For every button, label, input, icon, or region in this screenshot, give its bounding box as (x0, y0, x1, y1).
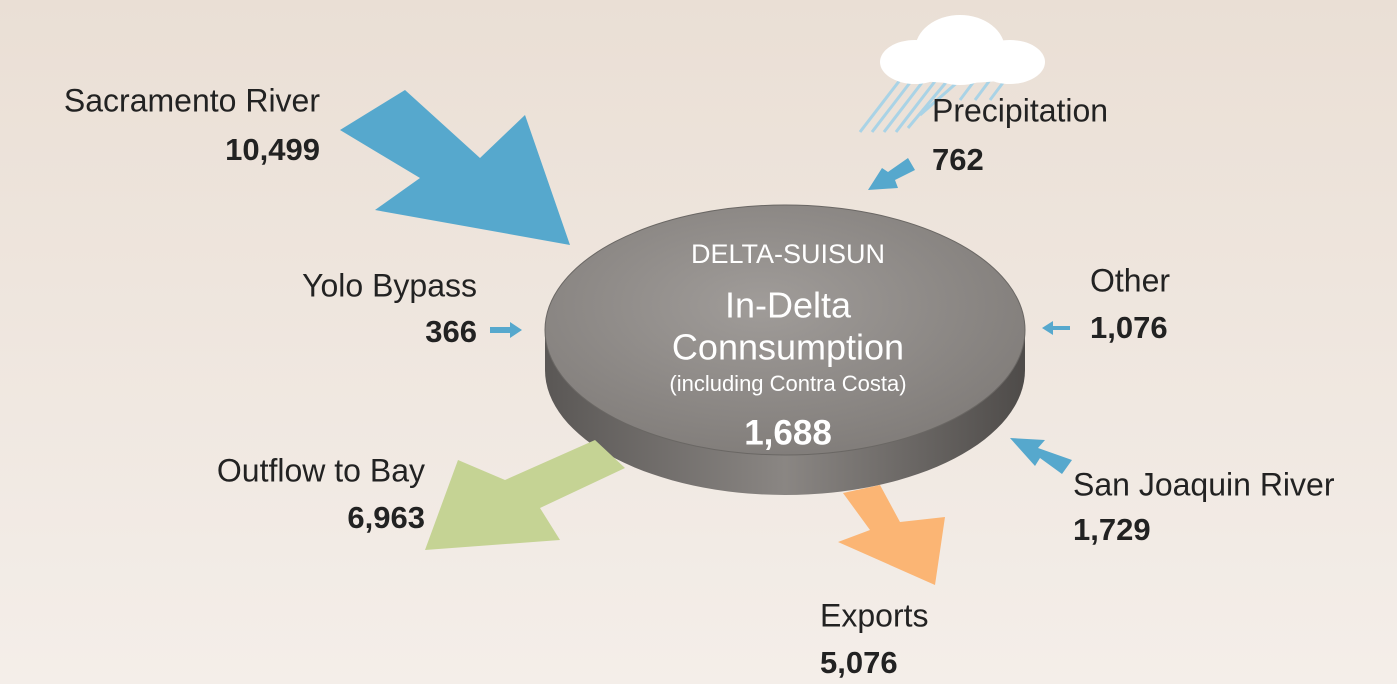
flow-value: 762 (932, 142, 984, 177)
flow-value: 1,076 (1090, 310, 1168, 345)
flow-label: Other (1090, 262, 1170, 298)
cloud (858, 15, 1045, 133)
flow-label: Yolo Bypass (302, 267, 477, 303)
arrow-sacramento (340, 90, 570, 245)
arrow-precipitation (868, 158, 915, 190)
flow-value: 5,076 (820, 645, 898, 680)
disk (544, 204, 1026, 495)
flow-label: Sacramento River (64, 82, 320, 118)
center-line2: Connsumption (672, 327, 904, 368)
arrow-san-joaquin (1010, 438, 1072, 474)
arrow-exports (838, 485, 945, 585)
arrow-outflow (425, 440, 625, 550)
flow-value: 366 (425, 314, 477, 349)
center-title: DELTA-SUISUN (691, 239, 885, 269)
arrow-other (1042, 321, 1070, 335)
flow-label: Precipitation (932, 92, 1108, 128)
flow-value: 10,499 (225, 132, 320, 167)
flow-value: 6,963 (347, 500, 425, 535)
center-value: 1,688 (744, 413, 832, 452)
flow-label: Exports (820, 597, 928, 633)
center-line1: In-Delta (725, 285, 852, 326)
flow-label: Outflow to Bay (217, 452, 425, 488)
flow-label: San Joaquin River (1073, 466, 1335, 502)
flow-value: 1,729 (1073, 512, 1151, 547)
arrow-yolo (490, 322, 522, 338)
center-note: (including Contra Costa) (669, 371, 906, 396)
